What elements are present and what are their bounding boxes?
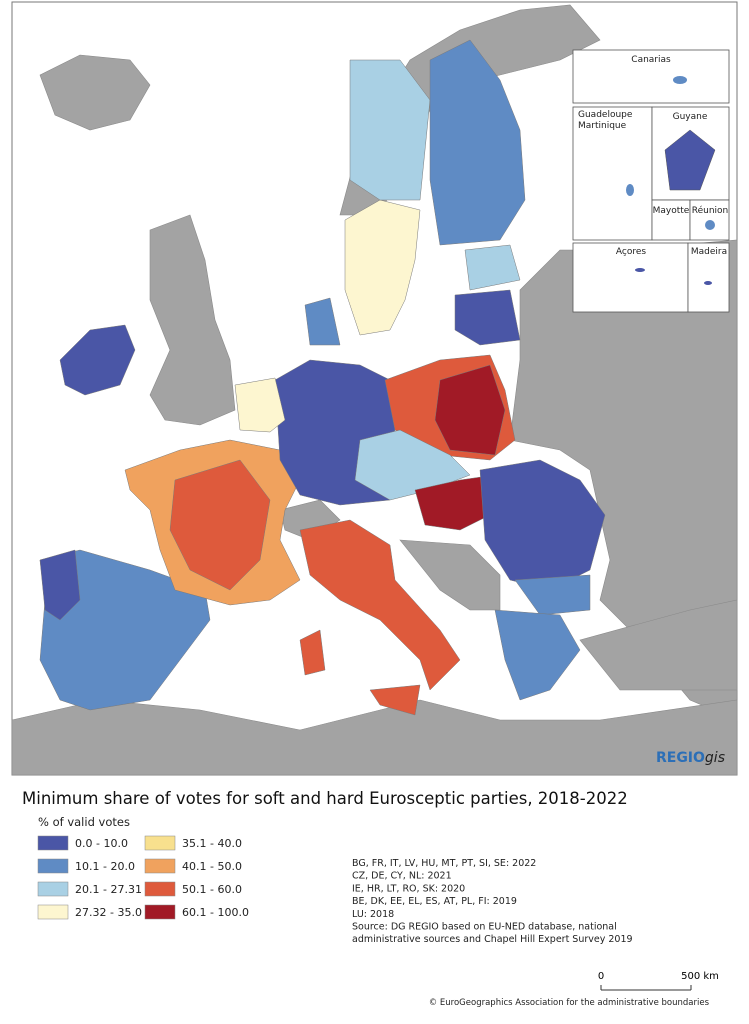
turkey: [579, 599, 738, 691]
denmark: [304, 297, 341, 346]
legend-label: 35.1 - 40.0: [182, 837, 242, 850]
benelux: [234, 377, 286, 433]
estonia-latvia: [464, 244, 521, 291]
romania: [479, 459, 606, 591]
legend-swatch: [144, 881, 176, 897]
legend-swatch: [37, 881, 69, 897]
ireland: [59, 324, 136, 396]
inset-guadeloupe: [572, 106, 653, 241]
note-line: administrative sources and Chapel Hill E…: [352, 934, 633, 945]
legend-swatch: [37, 835, 69, 851]
legend-title: Minimum share of votes for soft and hard…: [22, 789, 628, 808]
note-line: LU: 2018: [352, 909, 394, 920]
greece: [494, 609, 581, 701]
island: [626, 184, 634, 196]
note-line: IE, HR, LT, RO, SK: 2020: [352, 883, 465, 894]
inset-acores: [572, 242, 689, 313]
iceland: [39, 54, 151, 131]
copyright: © EuroGeographics Association for the ad…: [429, 998, 710, 1008]
scale-label: 500 km: [681, 971, 719, 982]
legend-label: 40.1 - 50.0: [182, 860, 242, 873]
inset-label: Martinique: [578, 121, 627, 131]
legend-label: 20.1 - 27.31: [75, 883, 142, 896]
north-africa: [11, 699, 738, 776]
island: [704, 281, 712, 285]
inset-label: Açores: [616, 247, 646, 257]
finland: [429, 39, 526, 246]
legend-swatch: [37, 904, 69, 920]
legend-label: 10.1 - 20.0: [75, 860, 135, 873]
galicia: [39, 549, 81, 621]
sardinia: [299, 629, 326, 676]
sweden-north: [349, 59, 431, 201]
france-center: [169, 459, 271, 591]
legend-label: 27.32 - 35.0: [75, 906, 142, 919]
legend-subtitle: % of valid votes: [38, 815, 130, 829]
note-line: BG, FR, IT, LV, HU, MT, PT, SI, SE: 2022: [352, 858, 536, 869]
inset-reunion: [689, 199, 730, 241]
inset-mayotte: [651, 199, 691, 241]
island: [705, 220, 715, 230]
inset-madeira: [687, 242, 730, 313]
poland-east: [434, 364, 506, 456]
scale-label: 0: [598, 971, 604, 982]
inset-canarias: [572, 49, 730, 104]
note-line: CZ, DE, CY, NL: 2021: [352, 871, 452, 882]
legend-label: 60.1 - 100.0: [182, 906, 249, 919]
inset-label: Madeira: [691, 247, 727, 257]
logo-italic: gis: [705, 750, 725, 766]
legend-swatch: [144, 858, 176, 874]
balkans: [399, 539, 501, 611]
notes: BG, FR, IT, LV, HU, MT, PT, SI, SE: 2022…: [352, 858, 633, 945]
inset-label: Guyane: [673, 112, 708, 122]
legend-swatch: [144, 904, 176, 920]
guyane-shape: [664, 129, 716, 191]
inset-label: Mayotte: [653, 206, 690, 216]
legend-label: 0.0 - 10.0: [75, 837, 128, 850]
non-eu-land: [11, 4, 738, 776]
legend: 0.0 - 10.0 10.1 - 20.0 20.1 - 27.31 27.32 -…: [37, 835, 249, 920]
inset-label: Réunion: [692, 205, 729, 216]
legend-label: 50.1 - 60.0: [182, 883, 242, 896]
lithuania: [454, 289, 521, 346]
note-line: BE, DK, EE, EL, ES, AT, PL, FI: 2019: [352, 896, 517, 907]
regions: [39, 39, 606, 716]
britain: [149, 214, 236, 426]
inset-label: Canarias: [631, 55, 671, 65]
island: [635, 268, 645, 272]
logo: REGIOgis: [656, 750, 725, 766]
island: [673, 76, 687, 84]
bulgaria: [514, 574, 591, 616]
italy: [299, 519, 461, 691]
inset-label: Guadeloupe: [578, 110, 633, 120]
sicily: [369, 684, 421, 716]
logo-bold: REGIO: [656, 750, 705, 766]
iberia: [39, 549, 211, 711]
legend-swatch: [144, 835, 176, 851]
insets: [572, 49, 730, 313]
sweden: [344, 199, 421, 336]
legend-swatch: [37, 858, 69, 874]
note-line: Source: DG REGIO based on EU-NED databas…: [352, 922, 617, 933]
